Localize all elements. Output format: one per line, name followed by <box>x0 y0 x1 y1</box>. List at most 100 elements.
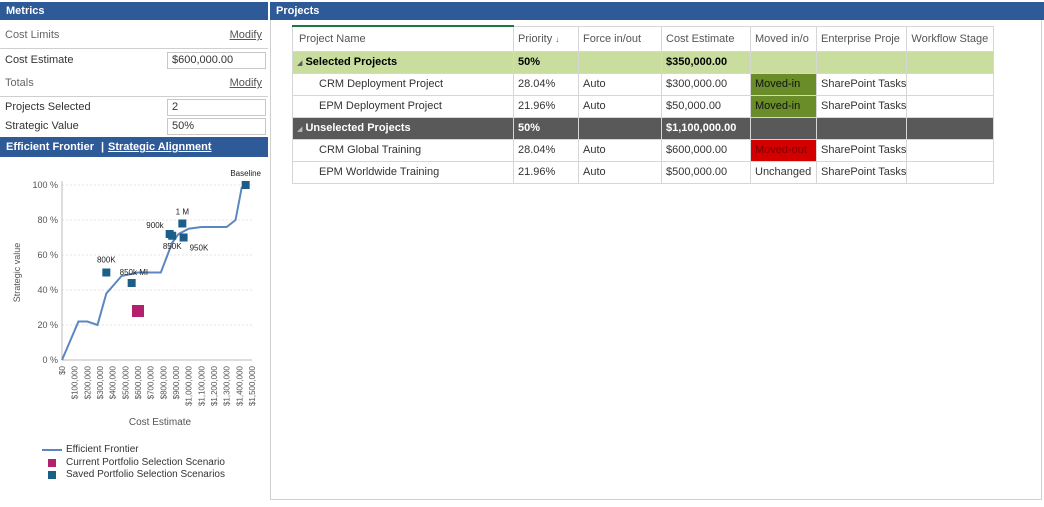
cost-estimate-value: $600,000.00 <box>167 52 266 69</box>
column-header-cost[interactable]: Cost Estimate <box>661 25 751 52</box>
cost-limits-label: Cost Limits <box>5 29 60 41</box>
saved-scenario-point <box>102 268 111 277</box>
x-tick-label: $600,000 <box>134 365 143 399</box>
totals-row: Totals Modify <box>0 74 268 93</box>
x-tick-label: $1,200,000 <box>210 365 219 406</box>
saved-scenario-point <box>168 231 177 240</box>
grid-header-row: Project Name Priority ↓ Force in/out Cos… <box>292 25 995 52</box>
group-label: Selected Projects <box>305 56 398 68</box>
line-swatch-icon <box>42 449 62 451</box>
group-row-unselected[interactable]: ◢ Unselected Projects 50% $1,100,000.00 <box>292 116 995 140</box>
group-priority: 50% <box>513 50 579 74</box>
tab-efficient-frontier[interactable]: Efficient Frontier <box>6 141 95 153</box>
group-name-cell[interactable]: ◢ Selected Projects <box>292 50 514 74</box>
saved-scenario-point <box>178 219 187 228</box>
cost-cell: $600,000.00 <box>661 138 751 162</box>
table-row[interactable]: EPM Worldwide Training 21.96% Auto $500,… <box>292 160 995 184</box>
saved-scenario-point <box>241 181 250 189</box>
data-label: 950K <box>190 244 209 253</box>
metrics-header: Metrics <box>0 2 268 20</box>
empty-cell <box>578 116 662 140</box>
force-cell[interactable]: Auto <box>578 160 662 184</box>
ept-cell: SharePoint Tasks <box>815 72 908 96</box>
totals-modify-link[interactable]: Modify <box>229 77 262 89</box>
current-scenario-point <box>132 305 144 317</box>
data-label: 850K <box>163 242 182 251</box>
totals-label: Totals <box>5 77 34 89</box>
project-name-cell[interactable]: EPM Deployment Project <box>292 94 514 118</box>
sort-descending-icon: ↓ <box>555 34 560 44</box>
moved-status-cell: Moved-out <box>750 138 817 162</box>
group-cost: $350,000.00 <box>661 50 751 74</box>
cost-limits-row: Cost Limits Modify <box>0 26 268 45</box>
workflow-cell <box>906 72 995 96</box>
strategic-value-label: Strategic Value <box>5 120 79 132</box>
column-header-label: Priority <box>518 32 553 45</box>
group-name-cell[interactable]: ◢ Unselected Projects <box>292 116 514 140</box>
x-tick-label: $800,000 <box>159 365 168 399</box>
empty-cell <box>750 116 817 140</box>
project-name-cell[interactable]: EPM Worldwide Training <box>292 160 514 184</box>
project-name-cell[interactable]: CRM Deployment Project <box>292 72 514 96</box>
square-swatch-icon <box>48 471 56 479</box>
column-header-ept[interactable]: Enterprise Proje <box>815 25 908 52</box>
cost-estimate-label: Cost Estimate <box>5 54 74 66</box>
x-tick-label: $900,000 <box>172 365 181 399</box>
x-tick-label: $700,000 <box>147 365 156 399</box>
y-tick-label: 20 % <box>37 320 58 330</box>
cost-limits-modify-link[interactable]: Modify <box>229 29 262 41</box>
priority-cell: 21.96% <box>513 94 579 118</box>
collapse-icon[interactable]: ◢ <box>297 60 303 67</box>
x-tick-label: $200,000 <box>83 365 92 399</box>
cost-estimate-row: Cost Estimate <box>0 51 268 70</box>
x-tick-label: $1,500,000 <box>248 365 257 406</box>
efficient-frontier-chart: 0 % 20 % 40 % 60 % 80 % 100 % $0 $100,000 $200,0… <box>12 169 262 428</box>
force-cell[interactable]: Auto <box>578 94 662 118</box>
y-tick-label: 100 % <box>32 180 58 190</box>
projects-header: Projects <box>270 2 1044 20</box>
collapse-icon[interactable]: ◢ <box>297 126 303 133</box>
priority-cell: 21.96% <box>513 160 579 184</box>
column-header-workflow[interactable]: Workflow Stage <box>906 25 995 52</box>
x-tick-label: $400,000 <box>109 365 118 399</box>
legend-label: Efficient Frontier <box>66 444 139 455</box>
x-tick-label: $1,400,000 <box>235 365 244 406</box>
projects-grid: Project Name Priority ↓ Force in/out Cos… <box>292 25 995 184</box>
x-tick-label: $100,000 <box>71 365 80 399</box>
empty-cell <box>906 116 995 140</box>
moved-status-cell: Moved-in <box>750 72 817 96</box>
empty-cell <box>815 50 908 74</box>
group-row-selected[interactable]: ◢ Selected Projects 50% $350,000.00 <box>292 50 995 74</box>
y-tick-label: 60 % <box>37 250 58 260</box>
y-tick-label: 80 % <box>37 215 58 225</box>
column-header-priority[interactable]: Priority ↓ <box>513 25 579 52</box>
divider <box>0 48 268 49</box>
force-cell[interactable]: Auto <box>578 72 662 96</box>
x-axis-label: Cost Estimate <box>129 417 192 428</box>
divider <box>0 96 268 97</box>
workflow-cell <box>906 160 995 184</box>
projects-panel: Projects Project Name Priority ↓ Force i… <box>270 0 1044 507</box>
data-label: 850k MI <box>120 268 148 277</box>
table-row[interactable]: CRM Deployment Project 28.04% Auto $300,… <box>292 72 995 96</box>
force-cell[interactable]: Auto <box>578 138 662 162</box>
empty-cell <box>906 50 995 74</box>
data-label: 1 M <box>176 208 190 217</box>
x-tick-label: $300,000 <box>96 365 105 399</box>
moved-status-cell: Unchanged <box>750 160 817 184</box>
table-row[interactable]: CRM Global Training 28.04% Auto $600,000… <box>292 138 995 162</box>
column-header-moved[interactable]: Moved in/o <box>750 25 817 52</box>
column-header-project-name[interactable]: Project Name <box>292 25 514 52</box>
table-row[interactable]: EPM Deployment Project 21.96% Auto $50,0… <box>292 94 995 118</box>
x-tick-label: $1,000,000 <box>185 365 194 406</box>
project-name-cell[interactable]: CRM Global Training <box>292 138 514 162</box>
column-header-force[interactable]: Force in/out <box>578 25 662 52</box>
cost-cell: $300,000.00 <box>661 72 751 96</box>
empty-cell <box>815 116 908 140</box>
square-swatch-icon <box>48 459 56 467</box>
metrics-panel: Metrics Cost Limits Modify Cost Estimate… <box>0 0 268 507</box>
x-tick-label: $0 <box>58 365 67 374</box>
moved-status-cell: Moved-in <box>750 94 817 118</box>
legend-label: Current Portfolio Selection Scenario <box>66 457 225 468</box>
tab-strategic-alignment[interactable]: Strategic Alignment <box>108 141 212 153</box>
